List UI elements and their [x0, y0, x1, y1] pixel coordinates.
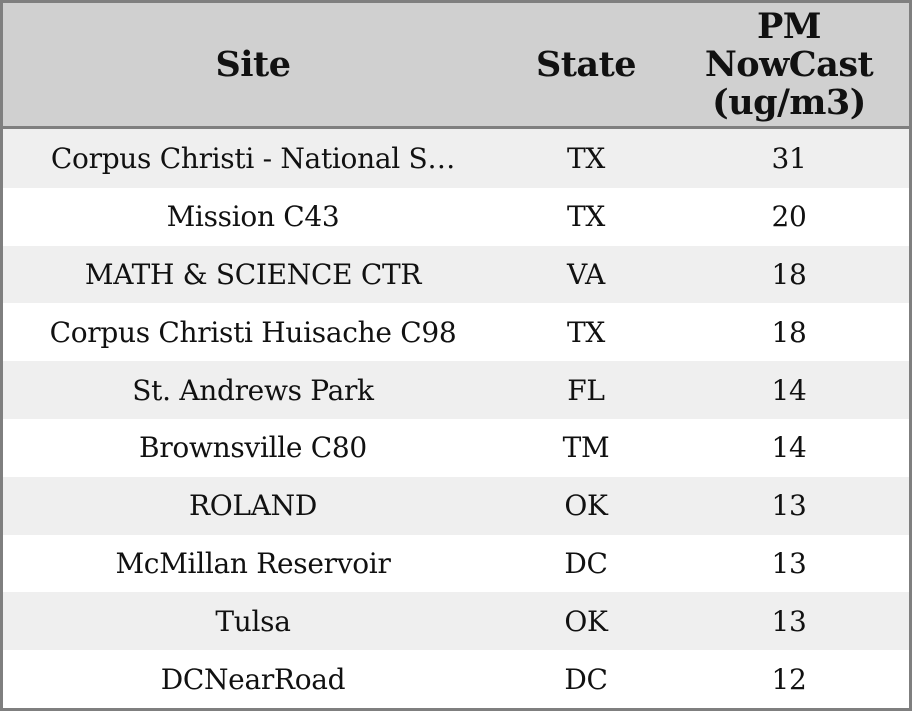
- col-header-pm-nowcast: PM NowCast (ug/m3): [669, 3, 909, 129]
- table-row: MATH & SCIENCE CTR VA 18: [3, 245, 909, 304]
- site-cell: Corpus Christi Huisache C98: [3, 303, 503, 362]
- pm-value-cell: 12: [669, 650, 909, 708]
- table-row: DCNearRoad DC 12: [3, 650, 909, 708]
- site-cell: MATH & SCIENCE CTR: [3, 245, 503, 304]
- col-header-site: Site: [3, 3, 503, 129]
- pm-value-cell: 20: [669, 187, 909, 246]
- pm-value-cell: 18: [669, 303, 909, 362]
- table-row: ROLAND OK 13: [3, 476, 909, 535]
- site-cell: Brownsville C80: [3, 419, 503, 477]
- table-row: Tulsa OK 13: [3, 592, 909, 651]
- state-cell: DC: [503, 534, 669, 593]
- site-cell: DCNearRoad: [3, 650, 503, 708]
- site-cell: St. Andrews Park: [3, 361, 503, 420]
- table-row: St. Andrews Park FL 14: [3, 361, 909, 420]
- pm-value-cell: 13: [669, 534, 909, 593]
- pm-value-cell: 14: [669, 361, 909, 420]
- state-cell: DC: [503, 650, 669, 708]
- pm-value-cell: 14: [669, 419, 909, 477]
- pm-nowcast-data-table: Site State PM NowCast (ug/m3) Corpus Chr…: [3, 3, 909, 708]
- state-cell: OK: [503, 592, 669, 651]
- pm-value-cell: 31: [669, 127, 909, 188]
- state-cell: OK: [503, 476, 669, 535]
- table-row: Mission C43 TX 20: [3, 187, 909, 246]
- header-row: Site State PM NowCast (ug/m3): [3, 3, 909, 129]
- site-cell: Mission C43: [3, 187, 503, 246]
- col-header-state: State: [503, 3, 669, 129]
- site-cell: Tulsa: [3, 592, 503, 651]
- pm-value-cell: 13: [669, 592, 909, 651]
- site-cell: McMillan Reservoir: [3, 534, 503, 593]
- site-cell: Corpus Christi - National S…: [3, 127, 503, 188]
- table-row: McMillan Reservoir DC 13: [3, 534, 909, 593]
- state-cell: TX: [503, 127, 669, 188]
- state-cell: FL: [503, 361, 669, 420]
- state-cell: TM: [503, 419, 669, 477]
- table-row: Corpus Christi Huisache C98 TX 18: [3, 303, 909, 362]
- site-cell: ROLAND: [3, 476, 503, 535]
- state-cell: VA: [503, 245, 669, 304]
- state-cell: TX: [503, 187, 669, 246]
- table-row: Corpus Christi - National S… TX 31: [3, 127, 909, 188]
- state-cell: TX: [503, 303, 669, 362]
- pm-value-cell: 18: [669, 245, 909, 304]
- pm-value-cell: 13: [669, 476, 909, 535]
- table-row: Brownsville C80 TM 14: [3, 419, 909, 477]
